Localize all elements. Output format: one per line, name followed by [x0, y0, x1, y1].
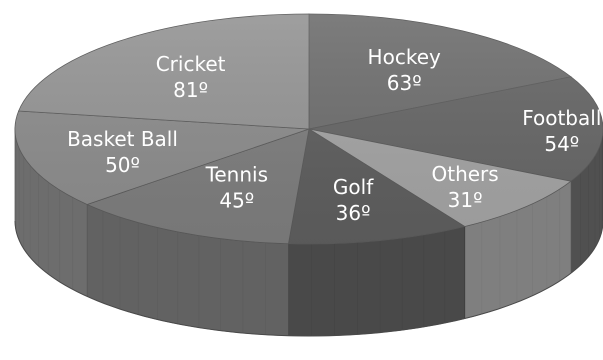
pie-top-layer	[14, 13, 603, 245]
slice-label-others: Others	[431, 162, 498, 186]
slice-value-cricket: 81º	[173, 78, 208, 102]
pie-top-shine	[15, 14, 603, 244]
slice-label-basket-ball: Basket Ball	[67, 127, 178, 151]
slice-label-cricket: Cricket	[156, 52, 226, 76]
slice-value-basket-ball: 50º	[105, 153, 140, 177]
slice-label-football: Football	[522, 106, 601, 130]
slice-value-others: 31º	[448, 188, 483, 212]
slice-label-tennis: Tennis	[205, 163, 268, 187]
slice-value-football: 54º	[544, 132, 579, 156]
pie-side-layer	[14, 128, 603, 337]
slice-value-golf: 36º	[336, 201, 371, 225]
slice-value-tennis: 45º	[219, 189, 254, 213]
slice-label-hockey: Hockey	[368, 45, 441, 69]
slice-value-hockey: 63º	[387, 71, 422, 95]
pie-bottom-edge	[14, 220, 603, 337]
slice-label-golf: Golf	[333, 175, 374, 199]
